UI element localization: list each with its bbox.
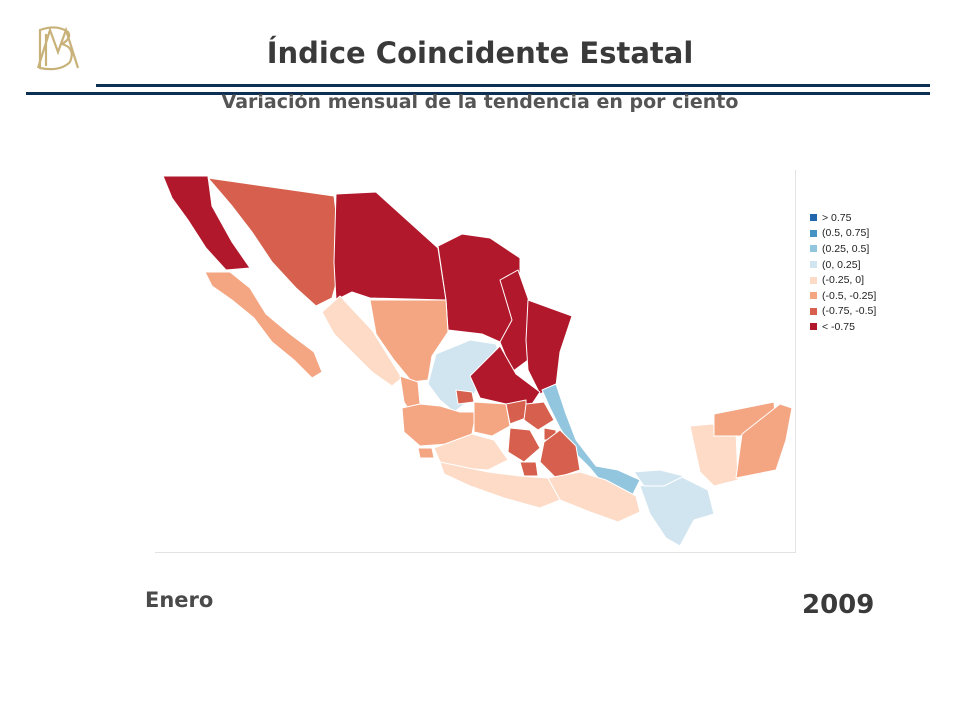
legend-item: (0.25, 0.5] — [810, 241, 876, 257]
legend-swatch — [810, 292, 817, 300]
state-nuevo-leon — [499, 269, 531, 373]
year-label: 2009 — [802, 590, 875, 620]
bank-monogram-logo — [36, 26, 80, 71]
state-sinaloa — [321, 295, 403, 387]
title-rule-lower — [26, 92, 930, 95]
legend-item: (-0.25, 0] — [810, 272, 876, 288]
legend-swatch — [810, 261, 817, 269]
legend-item: (0, 0.25] — [810, 257, 876, 273]
map-legend: > 0.75 (0.5, 0.75] (0.25, 0.5] (0, 0.25] (-0… — [810, 210, 876, 335]
legend-label: (-0.75, -0.5] — [822, 305, 877, 318]
state-chihuahua — [333, 191, 447, 301]
state-quintana-roo — [735, 403, 793, 479]
month-label: Enero — [145, 588, 214, 612]
legend-item: (-0.75, -0.5] — [810, 304, 876, 320]
legend-swatch — [810, 323, 817, 331]
state-durango — [369, 299, 449, 383]
legend-label: (-0.5, -0.25] — [822, 289, 877, 302]
legend-swatch — [810, 214, 817, 222]
state-guerrero — [439, 461, 561, 509]
state-baja-california — [162, 175, 251, 271]
page-title: Índice Coincidente Estatal — [266, 36, 694, 70]
legend-item: (0.5, 0.75] — [810, 226, 876, 242]
title-rule-upper — [96, 84, 930, 87]
state-estado-de-mexico — [507, 427, 541, 463]
legend-label: (-0.25, 0] — [822, 274, 865, 287]
legend-swatch — [810, 307, 817, 315]
legend-label: (0.25, 0.5] — [822, 242, 870, 255]
legend-swatch — [810, 276, 817, 284]
legend-swatch — [810, 229, 817, 237]
legend-swatch — [810, 245, 817, 253]
state-hidalgo — [523, 401, 555, 431]
page-subtitle: Variación mensual de la tendencia en por… — [221, 94, 739, 113]
legend-label: (0.5, 0.75] — [822, 227, 870, 240]
legend-label: < -0.75 — [822, 320, 855, 333]
state-tabasco — [633, 469, 685, 487]
state-morelos — [519, 461, 539, 477]
state-guanajuato — [473, 401, 511, 437]
state-san-luis-potosi — [469, 345, 541, 405]
legend-label: > 0.75 — [822, 211, 852, 224]
state-oaxaca — [547, 471, 641, 523]
state-aguascalientes — [455, 389, 475, 405]
legend-item: (-0.5, -0.25] — [810, 288, 876, 304]
state-campeche — [689, 423, 739, 487]
legend-item: > 0.75 — [810, 210, 876, 226]
state-colima — [417, 447, 435, 459]
state-chiapas — [639, 475, 715, 547]
state-baja-california-sur — [204, 271, 323, 379]
legend-label: (0, 0.25] — [822, 258, 861, 271]
state-tamaulipas — [525, 299, 573, 395]
state-puebla — [539, 429, 581, 479]
legend-item: < -0.75 — [810, 319, 876, 335]
state-queretaro — [505, 399, 527, 425]
